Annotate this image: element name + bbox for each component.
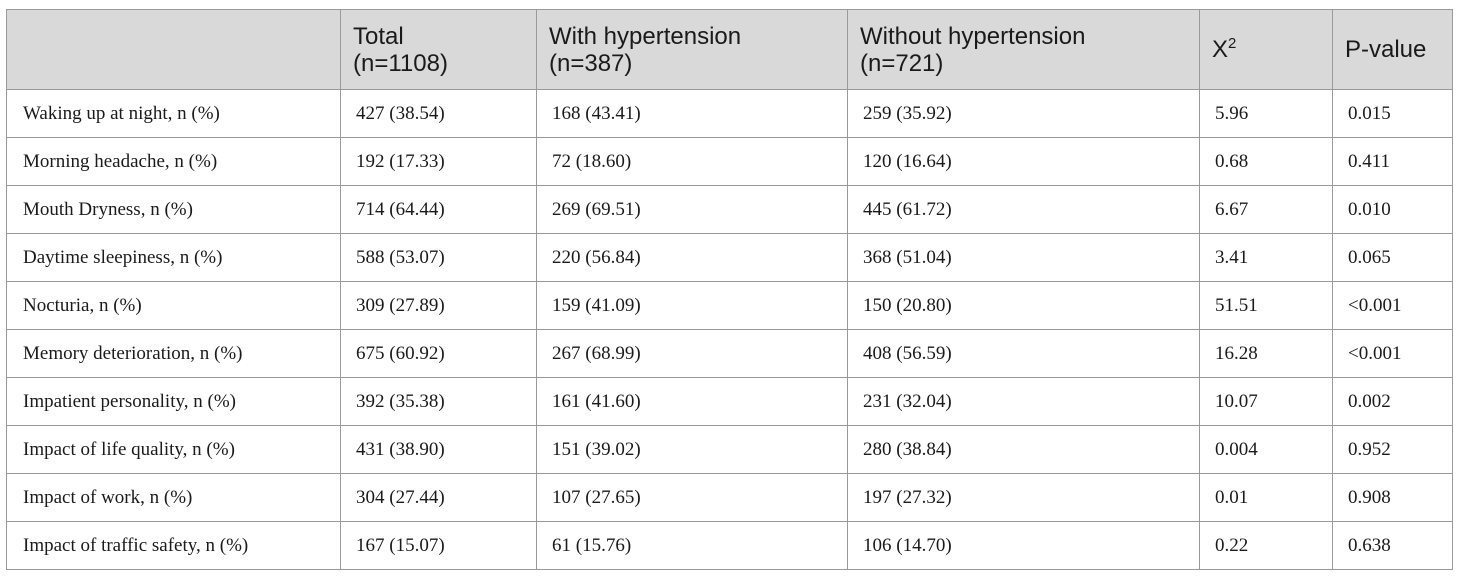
row-label: Nocturia, n (%) [6, 281, 341, 330]
with-hypertension-cell: 159 (41.09) [536, 281, 848, 330]
with-hypertension-cell: 269 (69.51) [536, 185, 848, 234]
chi-square-cell: 6.67 [1199, 185, 1333, 234]
row-label: Memory deterioration, n (%) [6, 329, 341, 378]
table-row: Mouth Dryness, n (%) 714 (64.44) 269 (69.5… [6, 185, 1453, 234]
without-hypertension-cell: 259 (35.92) [847, 89, 1200, 138]
p-value-cell: <0.001 [1332, 281, 1453, 330]
chi-square-cell: 0.22 [1199, 521, 1333, 570]
total-cell: 427 (38.54) [340, 89, 537, 138]
without-hypertension-cell: 197 (27.32) [847, 473, 1200, 522]
table-row: Impact of traffic safety, n (%) 167 (15.0… [6, 521, 1453, 570]
p-value-cell: 0.908 [1332, 473, 1453, 522]
with-hypertension-cell: 220 (56.84) [536, 233, 848, 282]
chi-square-cell: 51.51 [1199, 281, 1333, 330]
with-hypertension-cell: 267 (68.99) [536, 329, 848, 378]
p-value-cell: <0.001 [1332, 329, 1453, 378]
header-total: Total (n=1108) [340, 9, 537, 90]
chi-square-cell: 0.01 [1199, 473, 1333, 522]
row-label: Mouth Dryness, n (%) [6, 185, 341, 234]
p-value-cell: 0.015 [1332, 89, 1453, 138]
p-value-cell: 0.952 [1332, 425, 1453, 474]
table-row: Memory deterioration, n (%) 675 (60.92) 26… [6, 329, 1453, 378]
total-cell: 167 (15.07) [340, 521, 537, 570]
p-value-cell: 0.638 [1332, 521, 1453, 570]
row-label: Impact of traffic safety, n (%) [6, 521, 341, 570]
p-value-cell: 0.411 [1332, 137, 1453, 186]
header-without-hypertension: Without hypertension (n=721) [847, 9, 1200, 90]
total-cell: 304 (27.44) [340, 473, 537, 522]
table-row: Impatient personality, n (%) 392 (35.38) 1… [6, 377, 1453, 426]
without-hypertension-cell: 231 (32.04) [847, 377, 1200, 426]
total-cell: 675 (60.92) [340, 329, 537, 378]
with-hypertension-cell: 72 (18.60) [536, 137, 848, 186]
row-label: Daytime sleepiness, n (%) [6, 233, 341, 282]
total-cell: 392 (35.38) [340, 377, 537, 426]
chi-square-cell: 3.41 [1199, 233, 1333, 282]
row-label: Impact of life quality, n (%) [6, 425, 341, 474]
total-cell: 588 (53.07) [340, 233, 537, 282]
header-p-value: P-value [1332, 9, 1453, 90]
table-body: Waking up at night, n (%) 427 (38.54) 168 … [6, 89, 1453, 570]
row-label: Impatient personality, n (%) [6, 377, 341, 426]
header-chi-square: X2 [1199, 9, 1333, 90]
row-label: Impact of work, n (%) [6, 473, 341, 522]
total-cell: 309 (27.89) [340, 281, 537, 330]
chi-square-cell: 10.07 [1199, 377, 1333, 426]
without-hypertension-cell: 120 (16.64) [847, 137, 1200, 186]
with-hypertension-cell: 151 (39.02) [536, 425, 848, 474]
total-cell: 431 (38.90) [340, 425, 537, 474]
p-value-cell: 0.065 [1332, 233, 1453, 282]
header-label [6, 9, 341, 90]
without-hypertension-cell: 445 (61.72) [847, 185, 1200, 234]
table-row: Morning headache, n (%) 192 (17.33) 72 (18… [6, 137, 1453, 186]
table-row: Impact of work, n (%) 304 (27.44) 107 (27.… [6, 473, 1453, 522]
p-value-cell: 0.002 [1332, 377, 1453, 426]
table-row: Nocturia, n (%) 309 (27.89) 159 (41.09) 150… [6, 281, 1453, 330]
table-header: Total (n=1108) With hypertension (n=387)… [6, 9, 1453, 90]
p-value-cell: 0.010 [1332, 185, 1453, 234]
with-hypertension-cell: 61 (15.76) [536, 521, 848, 570]
data-table: Total (n=1108) With hypertension (n=387)… [6, 9, 1453, 570]
without-hypertension-cell: 280 (38.84) [847, 425, 1200, 474]
chi-square-cell: 16.28 [1199, 329, 1333, 378]
row-label: Morning headache, n (%) [6, 137, 341, 186]
without-hypertension-cell: 368 (51.04) [847, 233, 1200, 282]
chi-square-cell: 0.68 [1199, 137, 1333, 186]
with-hypertension-cell: 107 (27.65) [536, 473, 848, 522]
chi-square-cell: 0.004 [1199, 425, 1333, 474]
with-hypertension-cell: 168 (43.41) [536, 89, 848, 138]
chi-square-cell: 5.96 [1199, 89, 1333, 138]
row-label: Waking up at night, n (%) [6, 89, 341, 138]
with-hypertension-cell: 161 (41.60) [536, 377, 848, 426]
table-row: Impact of life quality, n (%) 431 (38.90)… [6, 425, 1453, 474]
total-cell: 714 (64.44) [340, 185, 537, 234]
chi-symbol: X [1212, 36, 1229, 63]
without-hypertension-cell: 408 (56.59) [847, 329, 1200, 378]
table-row: Daytime sleepiness, n (%) 588 (53.07) 220 … [6, 233, 1453, 282]
header-with-hypertension: With hypertension (n=387) [536, 9, 848, 90]
table-row: Waking up at night, n (%) 427 (38.54) 168 … [6, 89, 1453, 138]
without-hypertension-cell: 150 (20.80) [847, 281, 1200, 330]
chi-superscript: 2 [1228, 35, 1237, 52]
header-row: Total (n=1108) With hypertension (n=387)… [6, 9, 1453, 90]
total-cell: 192 (17.33) [340, 137, 537, 186]
without-hypertension-cell: 106 (14.70) [847, 521, 1200, 570]
